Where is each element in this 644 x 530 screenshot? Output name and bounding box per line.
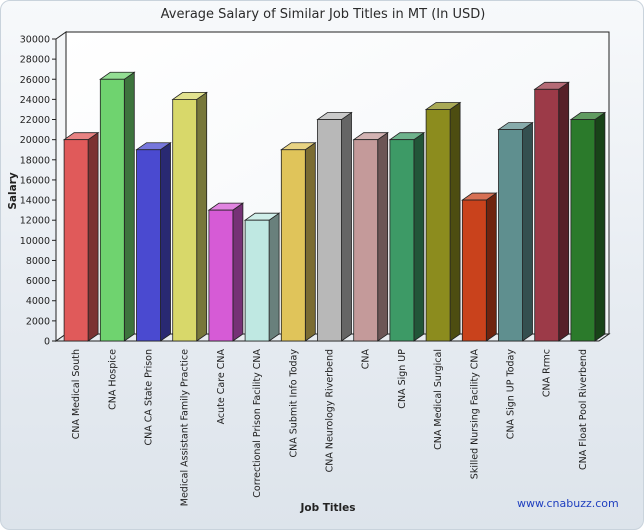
bar-group	[171, 91, 208, 342]
bar-side	[485, 192, 497, 342]
bar-group	[62, 131, 100, 342]
bar	[425, 109, 451, 342]
bar	[353, 139, 379, 342]
bars-layer	[62, 71, 607, 342]
bar-side	[160, 141, 171, 342]
chart-title: Average Salary of Similar Job Titles in …	[160, 7, 486, 22]
x-tick-label: CNA Medical Surgical	[433, 349, 444, 450]
bar-side	[594, 111, 606, 342]
x-tick-label: CNA CA State Prison	[144, 349, 155, 445]
bar	[498, 129, 523, 342]
bar	[461, 199, 487, 342]
x-tick-label: CNA Rrmc	[542, 349, 553, 397]
bar-group	[352, 131, 389, 342]
bar-side	[449, 101, 461, 342]
x-axis-title: Job Titles	[299, 502, 355, 514]
bar	[317, 119, 342, 342]
x-tick-label: CNA Medical South	[71, 349, 82, 439]
y-tick-label: 28000	[20, 55, 50, 66]
bar-side	[377, 131, 389, 342]
y-tick-label: 26000	[20, 75, 50, 86]
y-tick-label: 20000	[20, 135, 50, 146]
watermark-link[interactable]: www.cnabuzz.com	[517, 497, 619, 510]
bar-side	[341, 111, 352, 342]
bar	[136, 149, 161, 342]
bar-group	[497, 121, 534, 342]
x-tick-label: CNA Hospice	[107, 349, 118, 410]
bar-group	[533, 81, 570, 342]
bar-group	[280, 141, 317, 342]
bar-side	[558, 81, 570, 342]
y-tick-label: 0	[44, 337, 50, 348]
bar-side	[413, 131, 425, 342]
bar-side	[522, 121, 533, 342]
bar-side	[87, 131, 99, 342]
bar-side	[196, 91, 208, 342]
y-tick-label: 12000	[20, 216, 50, 227]
x-tick-label: Skilled Nursing Facility CNA	[469, 349, 480, 480]
bar-group	[207, 202, 245, 342]
bar-side	[123, 71, 135, 342]
y-tick-label: 24000	[20, 95, 50, 106]
bar-group	[388, 131, 426, 342]
x-tick-label: CNA Neurology Riverbend	[325, 349, 336, 472]
y-tick-label: 8000	[26, 256, 50, 267]
bar	[208, 209, 234, 342]
bar-side	[304, 141, 316, 342]
labels-layer: CNA Medical South CNA Hospice CNA CA State…	[71, 349, 589, 507]
y-axis-title: Salary	[7, 172, 19, 210]
bar	[570, 119, 596, 342]
y-tick-label: 18000	[20, 155, 50, 166]
y-tick-label: 4000	[26, 296, 50, 307]
bar	[280, 149, 306, 342]
bar	[63, 139, 89, 342]
x-tick-label: Acute Care CNA	[216, 349, 227, 425]
y-tick-label: 16000	[20, 175, 50, 186]
x-tick-label: CNA Sign UP Today	[506, 349, 517, 440]
bar-group	[424, 101, 462, 342]
x-tick-label: CNA Sign UP	[397, 349, 408, 409]
bar-group	[569, 111, 607, 342]
y-tick-label: 22000	[20, 115, 50, 126]
y-tick-label: 30000	[20, 35, 50, 46]
bar	[389, 139, 415, 342]
bar	[534, 88, 560, 342]
bar-group	[461, 192, 498, 342]
x-tick-label: Medical Assistant Family Practice	[180, 349, 191, 506]
x-tick-label: CNA Float Pool Riverbend	[578, 349, 589, 470]
x-tick-label: CNA	[361, 349, 372, 370]
bar-group	[316, 111, 353, 342]
bar	[99, 78, 125, 342]
y-tick-label: 6000	[26, 276, 50, 287]
y-tick-label: 10000	[20, 236, 50, 247]
bar-group	[243, 212, 281, 342]
bar	[172, 99, 198, 342]
bar-side	[232, 202, 244, 342]
bar-side	[268, 212, 280, 342]
bar-group	[99, 71, 136, 342]
bar-group	[135, 141, 172, 342]
bar	[244, 219, 270, 342]
y-tick-label: 2000	[26, 316, 50, 327]
x-tick-label: CNA Submit Info Today	[288, 349, 299, 458]
x-tick-label: Correctional Prison Facility CNA	[252, 349, 263, 498]
y-tick-label: 14000	[20, 196, 50, 207]
